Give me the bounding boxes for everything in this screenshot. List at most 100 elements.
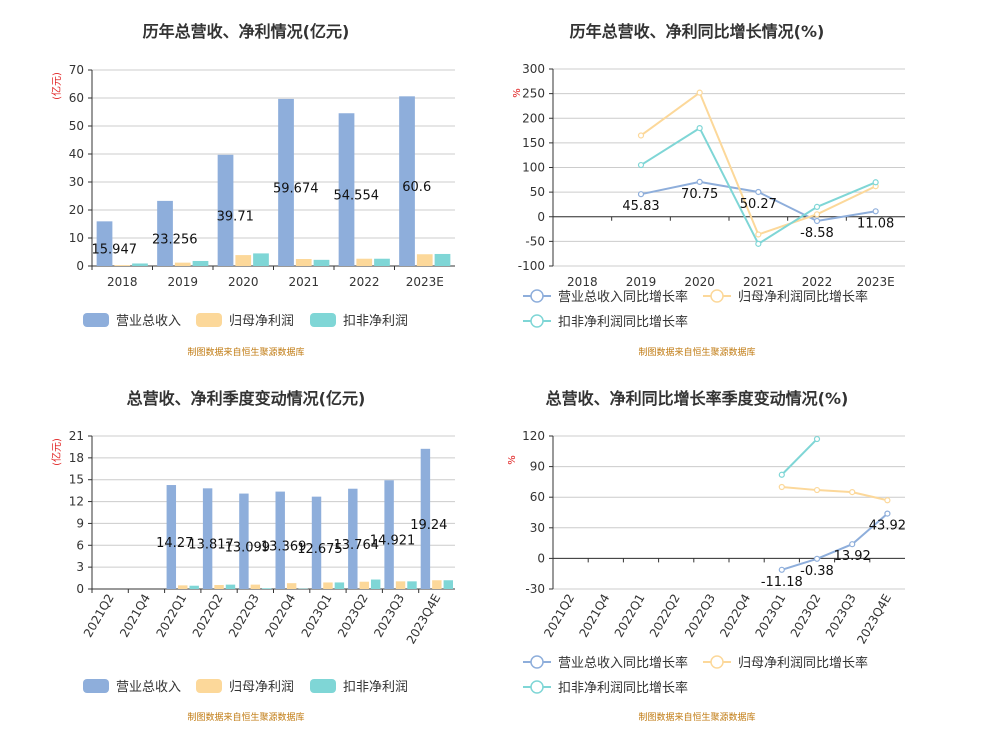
y-tick-label: 0 [76, 259, 84, 273]
legend-label: 营业总收入同比增长率 [558, 655, 688, 671]
bar [174, 262, 191, 266]
x-tick-label: 2021 [743, 275, 774, 289]
y-tick-label: 120 [522, 429, 545, 443]
data-label: -8.58 [800, 226, 834, 241]
plot-area: 0 10 20 30 40 50 60 70 2018 2019 2020 2021 2022 2023E… [69, 63, 455, 289]
legend-swatch [196, 313, 222, 327]
y-tick-label: 200 [522, 111, 545, 125]
bar [192, 260, 209, 266]
bar [217, 154, 234, 266]
x-tick-label: 2022Q3 [226, 592, 262, 640]
bar [348, 488, 358, 589]
bar [157, 200, 173, 266]
bar [407, 581, 417, 589]
y-tick-label: 10 [69, 231, 84, 245]
data-label: 12.675 [297, 542, 343, 557]
bar [356, 258, 373, 266]
data-point [755, 231, 762, 238]
x-tick-label: 2022Q4 [717, 592, 753, 640]
data-label: 15.947 [92, 243, 138, 258]
data-label: 54.554 [334, 189, 380, 204]
data-label: 11.08 [857, 216, 894, 231]
bar [96, 221, 113, 266]
x-tick-label: 2023Q2 [788, 592, 824, 640]
bar [395, 581, 406, 589]
legend-label: 扣非净利润 [343, 314, 408, 329]
y-tick-label: 60 [530, 490, 545, 504]
y-tick-label: -100 [518, 259, 545, 273]
bar [178, 585, 188, 589]
x-tick-label: 2022Q2 [647, 592, 683, 640]
data-label: 13.92 [834, 549, 871, 564]
data-point [813, 435, 821, 443]
bar [359, 581, 369, 589]
legend-label: 扣非净利润 [343, 680, 408, 695]
data-label: 14.921 [370, 534, 416, 549]
y-tick-label: 70 [69, 63, 84, 77]
x-tick-label: 2023E [406, 275, 444, 289]
series-line [640, 91, 877, 236]
data-label: 13.764 [334, 538, 380, 553]
legend-label: 营业总收入 [116, 680, 181, 695]
data-source-credit: 制图数据来自恒生聚源数据库 [187, 711, 304, 723]
data-point [696, 125, 703, 132]
data-point [778, 566, 785, 573]
data-point [696, 89, 703, 96]
data-point [884, 510, 891, 517]
y-tick-label: 0 [76, 582, 84, 596]
chart-title: 历年总营收、净利情况(亿元) [143, 22, 350, 41]
unit-label: % [512, 88, 523, 98]
bar [132, 263, 148, 266]
legend-label: 扣非净利润同比增长率 [558, 680, 688, 696]
plot-area: -100 -50 0 50 100 150 200 250 300 2018 2019 2020 202… [518, 62, 905, 289]
data-label: 14.27 [156, 536, 193, 551]
data-label: -11.18 [761, 575, 803, 590]
bar [278, 98, 294, 266]
bar [311, 496, 322, 589]
bar [420, 448, 431, 589]
data-point [872, 179, 879, 186]
x-tick-label: 2023Q4E [854, 592, 894, 647]
data-point [813, 211, 821, 218]
bar [239, 493, 249, 589]
legend-label: 扣非净利润同比增长率 [558, 314, 688, 330]
data-label: 39.71 [217, 209, 254, 224]
y-tick-label: 50 [530, 185, 545, 199]
bar [225, 584, 236, 589]
series-line [781, 438, 818, 476]
x-tick-label: 2018 [567, 275, 598, 289]
y-tick-label: 100 [522, 161, 545, 175]
bar [399, 96, 415, 266]
y-tick-label: 0 [537, 210, 545, 224]
x-tick-label: 2019 [167, 275, 198, 289]
annual-revenue-profit-svg: 历年总营收、净利情况(亿元) (亿元) 0 10 20 30 40 50 60 70 2018 2… [50, 22, 455, 358]
y-tick-label: 20 [69, 203, 84, 217]
x-tick-label: 2023Q1 [752, 592, 788, 640]
chart-title: 历年总营收、净利同比增长情况(%) [570, 22, 825, 41]
x-tick-label: 2020 [228, 275, 259, 289]
legend-label: 归母净利润同比增长率 [738, 655, 868, 671]
legend-label: 归母净利润同比增长率 [738, 289, 868, 305]
bar [434, 253, 451, 266]
data-label: 13.817 [188, 538, 234, 553]
y-tick-label: 9 [76, 516, 84, 530]
legend-swatch [310, 313, 336, 327]
data-point [778, 483, 785, 491]
series-line [781, 512, 889, 571]
legend-label: 归母净利润 [229, 680, 294, 695]
legend-label: 营业总收入同比增长率 [558, 289, 688, 305]
unit-label: (亿元) [50, 438, 63, 466]
data-point [813, 486, 821, 494]
y-tick-label: 0 [537, 551, 545, 565]
y-tick-label: -30 [525, 582, 545, 596]
legend-label: 营业总收入 [116, 314, 181, 329]
legend: 营业总收入 归母净利润 扣非净利润 [83, 679, 408, 695]
data-point [637, 132, 645, 139]
y-tick-label: 12 [69, 495, 84, 509]
x-tick-label: 2022Q2 [190, 592, 226, 640]
bar [374, 258, 390, 266]
y-tick-label: 30 [69, 175, 84, 189]
